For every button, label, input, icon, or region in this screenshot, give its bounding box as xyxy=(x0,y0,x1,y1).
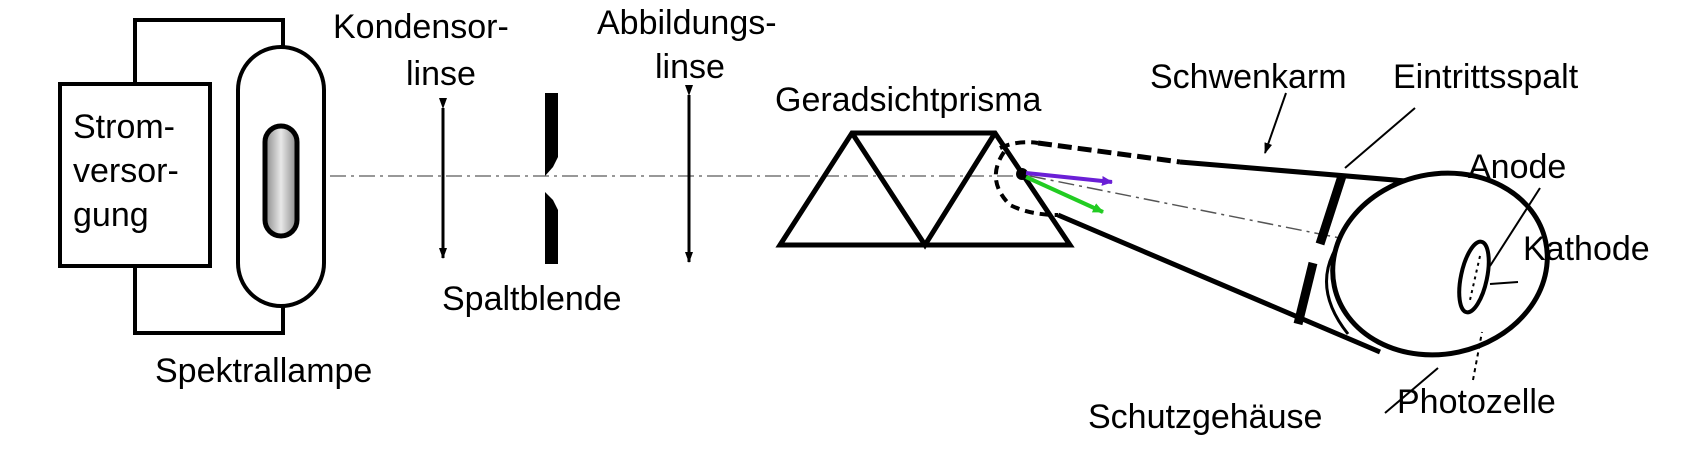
power-supply-label-line2: versor- xyxy=(73,152,179,190)
photocell-label: Photozelle xyxy=(1397,383,1556,421)
power-supply-label-line3: gung xyxy=(73,196,149,234)
slit-aperture-lower xyxy=(545,192,558,264)
direct-vision-prism xyxy=(775,130,1075,250)
anode-label: Anode xyxy=(1468,148,1566,186)
anode xyxy=(1469,255,1481,301)
optical-axis-deflected xyxy=(1029,175,1376,246)
swivel-arm-dashed-edge xyxy=(1037,140,1181,165)
entrance-slit-leader xyxy=(1344,107,1416,169)
cathode xyxy=(1457,239,1491,315)
slit-aperture-label: Spaltblende xyxy=(442,280,622,318)
protective-housing-leader xyxy=(1384,367,1439,414)
condenser-lens-label-line2: linse xyxy=(406,55,476,93)
entrance-slit-lower xyxy=(1293,261,1318,326)
imaging-lens-label-line1: Abbildungs- xyxy=(597,4,777,42)
spectral-lamp-label: Spektrallampe xyxy=(155,352,372,390)
protective-housing xyxy=(1330,170,1550,358)
swivel-arm-pivot xyxy=(1016,168,1028,180)
protective-housing-label: Schutzgehäuse xyxy=(1088,398,1322,436)
swivel-arm-lower-edge xyxy=(1057,212,1381,355)
spectral-lamp-tube xyxy=(262,123,300,239)
swivel-arm-leader xyxy=(1264,92,1287,154)
swivel-arm-upper-edge xyxy=(1179,159,1431,186)
photocell-leader xyxy=(1472,331,1483,381)
power-supply-label-line1: Strom- xyxy=(73,108,175,146)
swivel-arm-hinge-upper xyxy=(999,140,1039,150)
power-wire-bottom xyxy=(133,266,285,335)
imaging-lens-label-line2: linse xyxy=(655,48,725,86)
cathode-leader xyxy=(1489,281,1519,285)
violet-ray xyxy=(1025,171,1113,186)
swivel-arm-label: Schwenkarm xyxy=(1150,58,1347,96)
entrance-slit-upper xyxy=(1315,174,1347,246)
entrance-slit-label: Eintrittsspalt xyxy=(1393,58,1579,96)
direct-vision-prism-label: Geradsichtprisma xyxy=(775,81,1042,119)
power-wire-top xyxy=(133,18,285,84)
anode-leader xyxy=(1489,187,1541,267)
green-ray xyxy=(1025,175,1104,214)
slit-aperture-upper xyxy=(545,93,558,176)
slit-bracket xyxy=(1325,249,1350,335)
swivel-arm-hinge-lower xyxy=(993,150,1059,217)
cathode-label: Kathode xyxy=(1523,230,1650,268)
condenser-lens-label-line1: Kondensor- xyxy=(333,8,509,46)
